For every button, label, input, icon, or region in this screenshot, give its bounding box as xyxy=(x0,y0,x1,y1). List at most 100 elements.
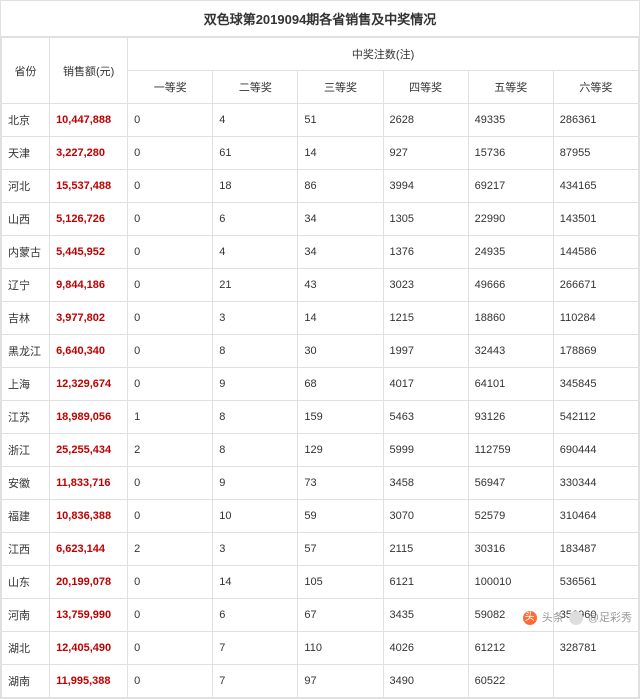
cell-prize-6: 345845 xyxy=(553,368,638,401)
lottery-table-container: 双色球第2019094期各省销售及中奖情况 省份 销售额(元) 中奖注数(注) … xyxy=(0,0,640,699)
cell-sales: 12,405,490 xyxy=(50,632,128,665)
table-row: 辽宁9,844,18602143302349666266671 xyxy=(2,269,639,302)
cell-prize-4: 1997 xyxy=(383,335,468,368)
cell-prize-2: 6 xyxy=(213,203,298,236)
table-row: 河北15,537,48801886399469217434165 xyxy=(2,170,639,203)
header-province: 省份 xyxy=(2,38,50,104)
cell-prize-5: 24935 xyxy=(468,236,553,269)
cell-prize-3: 73 xyxy=(298,467,383,500)
cell-province: 山西 xyxy=(2,203,50,236)
table-row: 山西5,126,7260634130522990143501 xyxy=(2,203,639,236)
cell-sales: 5,445,952 xyxy=(50,236,128,269)
table-row: 福建10,836,38801059307052579310464 xyxy=(2,500,639,533)
cell-prize-1: 1 xyxy=(128,401,213,434)
cell-prize-3: 110 xyxy=(298,632,383,665)
cell-prize-6: 143501 xyxy=(553,203,638,236)
cell-prize-5: 32443 xyxy=(468,335,553,368)
cell-prize-2: 3 xyxy=(213,533,298,566)
cell-prize-3: 57 xyxy=(298,533,383,566)
table-row: 内蒙古5,445,9520434137624935144586 xyxy=(2,236,639,269)
cell-prize-3: 68 xyxy=(298,368,383,401)
cell-prize-3: 30 xyxy=(298,335,383,368)
cell-prize-1: 0 xyxy=(128,335,213,368)
cell-prize-5: 49335 xyxy=(468,104,553,137)
cell-prize-4: 5463 xyxy=(383,401,468,434)
cell-sales: 18,989,056 xyxy=(50,401,128,434)
cell-prize-3: 97 xyxy=(298,665,383,698)
cell-prize-5: 18860 xyxy=(468,302,553,335)
cell-prize-1: 0 xyxy=(128,467,213,500)
cell-province: 湖南 xyxy=(2,665,50,698)
cell-province: 江西 xyxy=(2,533,50,566)
cell-prize-3: 59 xyxy=(298,500,383,533)
cell-prize-6: 536561 xyxy=(553,566,638,599)
cell-sales: 11,995,388 xyxy=(50,665,128,698)
cell-prize-1: 0 xyxy=(128,170,213,203)
cell-prize-2: 61 xyxy=(213,137,298,170)
cell-prize-6: 178869 xyxy=(553,335,638,368)
cell-sales: 9,844,186 xyxy=(50,269,128,302)
cell-prize-1: 0 xyxy=(128,368,213,401)
cell-prize-2: 4 xyxy=(213,236,298,269)
watermark-label-1: 头条 xyxy=(542,612,564,624)
cell-province: 河南 xyxy=(2,599,50,632)
table-row: 黑龙江6,640,3400830199732443178869 xyxy=(2,335,639,368)
cell-prize-4: 3458 xyxy=(383,467,468,500)
cell-prize-5: 60522 xyxy=(468,665,553,698)
cell-province: 天津 xyxy=(2,137,50,170)
table-title: 双色球第2019094期各省销售及中奖情况 xyxy=(1,1,639,37)
cell-prize-6: 266671 xyxy=(553,269,638,302)
cell-prize-6: 542112 xyxy=(553,401,638,434)
cell-prize-3: 34 xyxy=(298,203,383,236)
cell-prize-4: 4026 xyxy=(383,632,468,665)
cell-province: 江苏 xyxy=(2,401,50,434)
cell-province: 浙江 xyxy=(2,434,50,467)
cell-prize-1: 2 xyxy=(128,533,213,566)
cell-prize-6: 87955 xyxy=(553,137,638,170)
cell-prize-3: 129 xyxy=(298,434,383,467)
cell-province: 吉林 xyxy=(2,302,50,335)
cell-sales: 20,199,078 xyxy=(50,566,128,599)
table-row: 天津3,227,280061149271573687955 xyxy=(2,137,639,170)
header-prize-group: 中奖注数(注) xyxy=(128,38,639,71)
cell-prize-5: 30316 xyxy=(468,533,553,566)
cell-prize-1: 0 xyxy=(128,137,213,170)
cell-prize-6: 183487 xyxy=(553,533,638,566)
cell-sales: 5,126,726 xyxy=(50,203,128,236)
cell-prize-2: 10 xyxy=(213,500,298,533)
cell-sales: 13,759,990 xyxy=(50,599,128,632)
header-prize-5: 五等奖 xyxy=(468,71,553,104)
table-row: 吉林3,977,8020314121518860110284 xyxy=(2,302,639,335)
cell-prize-1: 0 xyxy=(128,500,213,533)
cell-prize-1: 0 xyxy=(128,632,213,665)
cell-prize-3: 105 xyxy=(298,566,383,599)
header-prize-2: 二等奖 xyxy=(213,71,298,104)
cell-prize-3: 14 xyxy=(298,137,383,170)
table-row: 湖南11,995,3880797349060522 xyxy=(2,665,639,698)
cell-prize-4: 3994 xyxy=(383,170,468,203)
cell-prize-4: 3435 xyxy=(383,599,468,632)
cell-prize-1: 0 xyxy=(128,269,213,302)
cell-prize-5: 49666 xyxy=(468,269,553,302)
lottery-table: 省份 销售额(元) 中奖注数(注) 一等奖 二等奖 三等奖 四等奖 五等奖 六等… xyxy=(1,37,639,698)
cell-prize-2: 9 xyxy=(213,467,298,500)
cell-prize-6: 328781 xyxy=(553,632,638,665)
cell-prize-5: 22990 xyxy=(468,203,553,236)
cell-prize-6 xyxy=(553,665,638,698)
cell-prize-5: 64101 xyxy=(468,368,553,401)
cell-prize-4: 6121 xyxy=(383,566,468,599)
cell-province: 安徽 xyxy=(2,467,50,500)
cell-prize-5: 56947 xyxy=(468,467,553,500)
cell-prize-4: 2628 xyxy=(383,104,468,137)
cell-prize-3: 67 xyxy=(298,599,383,632)
cell-sales: 6,623,144 xyxy=(50,533,128,566)
cell-prize-3: 51 xyxy=(298,104,383,137)
cell-prize-1: 0 xyxy=(128,566,213,599)
cell-prize-1: 0 xyxy=(128,599,213,632)
cell-sales: 3,977,802 xyxy=(50,302,128,335)
cell-province: 河北 xyxy=(2,170,50,203)
header-sales: 销售额(元) xyxy=(50,38,128,104)
cell-sales: 25,255,434 xyxy=(50,434,128,467)
cell-prize-6: 110284 xyxy=(553,302,638,335)
cell-prize-4: 3023 xyxy=(383,269,468,302)
